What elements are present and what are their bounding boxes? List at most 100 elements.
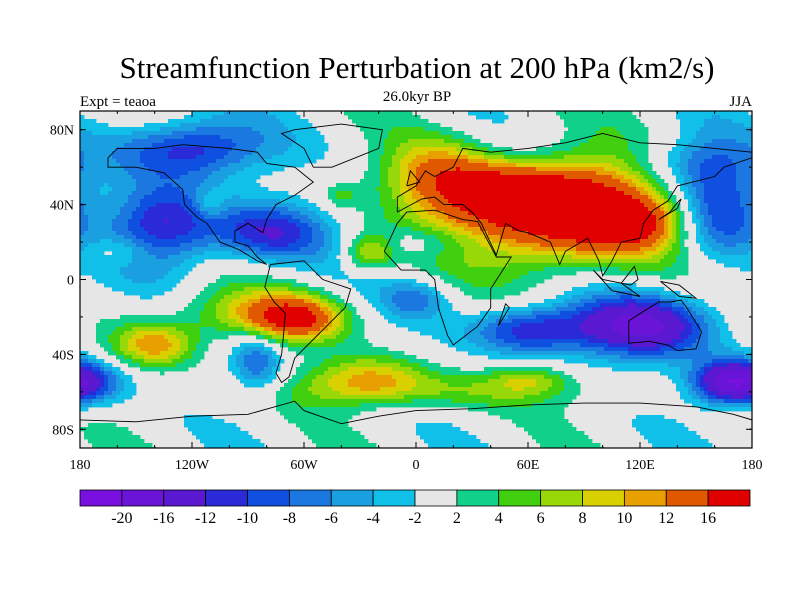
field-cell bbox=[608, 223, 613, 228]
field-cell bbox=[252, 111, 257, 116]
field-cell bbox=[548, 195, 553, 200]
field-cell bbox=[156, 139, 161, 144]
field-cell bbox=[132, 139, 137, 144]
field-cell bbox=[432, 235, 437, 240]
field-cell bbox=[740, 203, 745, 208]
field-cell bbox=[428, 135, 433, 140]
field-cell bbox=[436, 155, 441, 160]
field-cell bbox=[580, 143, 585, 148]
field-cell bbox=[408, 151, 413, 156]
field-cell bbox=[372, 187, 377, 192]
field-cell bbox=[136, 143, 141, 148]
field-cell bbox=[256, 175, 261, 180]
field-cell bbox=[556, 187, 561, 192]
field-cell bbox=[408, 155, 413, 160]
field-cell bbox=[148, 123, 153, 128]
field-cell bbox=[676, 211, 681, 216]
field-cell bbox=[524, 195, 529, 200]
field-cell bbox=[616, 147, 621, 152]
field-cell bbox=[460, 187, 465, 192]
field-cell bbox=[744, 211, 749, 216]
field-cell bbox=[216, 139, 221, 144]
field-cell bbox=[744, 143, 749, 148]
field-cell bbox=[712, 239, 717, 244]
field-cell bbox=[280, 239, 285, 244]
field-cell bbox=[276, 243, 281, 248]
field-cell bbox=[572, 227, 577, 232]
field-cell bbox=[116, 135, 121, 140]
field-cell bbox=[280, 247, 285, 252]
field-cell bbox=[180, 183, 185, 188]
field-cell bbox=[140, 139, 145, 144]
field-cell bbox=[632, 227, 637, 232]
field-cell bbox=[252, 151, 257, 156]
field-cell bbox=[512, 195, 517, 200]
field-cell bbox=[516, 159, 521, 164]
field-cell bbox=[428, 203, 433, 208]
field-cell bbox=[436, 215, 441, 220]
field-cell bbox=[704, 175, 709, 180]
field-cell bbox=[116, 191, 121, 196]
field-cell bbox=[632, 163, 637, 168]
field-cell bbox=[192, 247, 197, 252]
field-cell bbox=[244, 131, 249, 136]
field-cell bbox=[268, 223, 273, 228]
field-cell bbox=[444, 219, 449, 224]
field-cell bbox=[592, 211, 597, 216]
field-cell bbox=[636, 175, 641, 180]
field-cell bbox=[716, 183, 721, 188]
field-cell bbox=[372, 163, 377, 168]
field-cell bbox=[320, 135, 325, 140]
field-cell bbox=[340, 195, 345, 200]
field-cell bbox=[120, 219, 125, 224]
field-cell bbox=[724, 175, 729, 180]
field-cell bbox=[644, 239, 649, 244]
field-cell bbox=[524, 175, 529, 180]
field-cell bbox=[508, 147, 513, 152]
field-cell bbox=[700, 123, 705, 128]
field-cell bbox=[240, 147, 245, 152]
field-cell bbox=[84, 159, 89, 164]
field-cell bbox=[556, 147, 561, 152]
field-cell bbox=[716, 115, 721, 120]
field-cell bbox=[732, 131, 737, 136]
field-cell bbox=[264, 191, 269, 196]
field-cell bbox=[544, 223, 549, 228]
field-cell bbox=[540, 159, 545, 164]
field-cell bbox=[392, 143, 397, 148]
field-cell bbox=[540, 223, 545, 228]
field-cell bbox=[108, 235, 113, 240]
field-cell bbox=[736, 123, 741, 128]
field-cell bbox=[628, 119, 633, 124]
field-cell bbox=[508, 199, 513, 204]
field-cell bbox=[264, 211, 269, 216]
field-cell bbox=[580, 167, 585, 172]
field-cell bbox=[504, 175, 509, 180]
field-cell bbox=[636, 199, 641, 204]
field-cell bbox=[700, 203, 705, 208]
field-cell bbox=[232, 239, 237, 244]
field-cell bbox=[396, 127, 401, 132]
field-cell bbox=[748, 167, 752, 172]
field-cell bbox=[620, 231, 625, 236]
field-cell bbox=[144, 139, 149, 144]
field-cell bbox=[232, 131, 237, 136]
field-cell bbox=[276, 143, 281, 148]
field-cell bbox=[264, 187, 269, 192]
field-cell bbox=[408, 147, 413, 152]
field-cell bbox=[336, 187, 341, 192]
field-cell bbox=[572, 247, 577, 252]
field-cell bbox=[260, 143, 265, 148]
field-cell bbox=[552, 239, 557, 244]
field-cell bbox=[172, 183, 177, 188]
field-cell bbox=[312, 147, 317, 152]
field-cell bbox=[400, 123, 405, 128]
field-cell bbox=[304, 231, 309, 236]
field-cell bbox=[240, 195, 245, 200]
field-cell bbox=[504, 159, 509, 164]
field-cell bbox=[628, 219, 633, 224]
field-cell bbox=[132, 215, 137, 220]
field-cell bbox=[268, 123, 273, 128]
field-cell bbox=[156, 227, 161, 232]
field-cell bbox=[384, 155, 389, 160]
